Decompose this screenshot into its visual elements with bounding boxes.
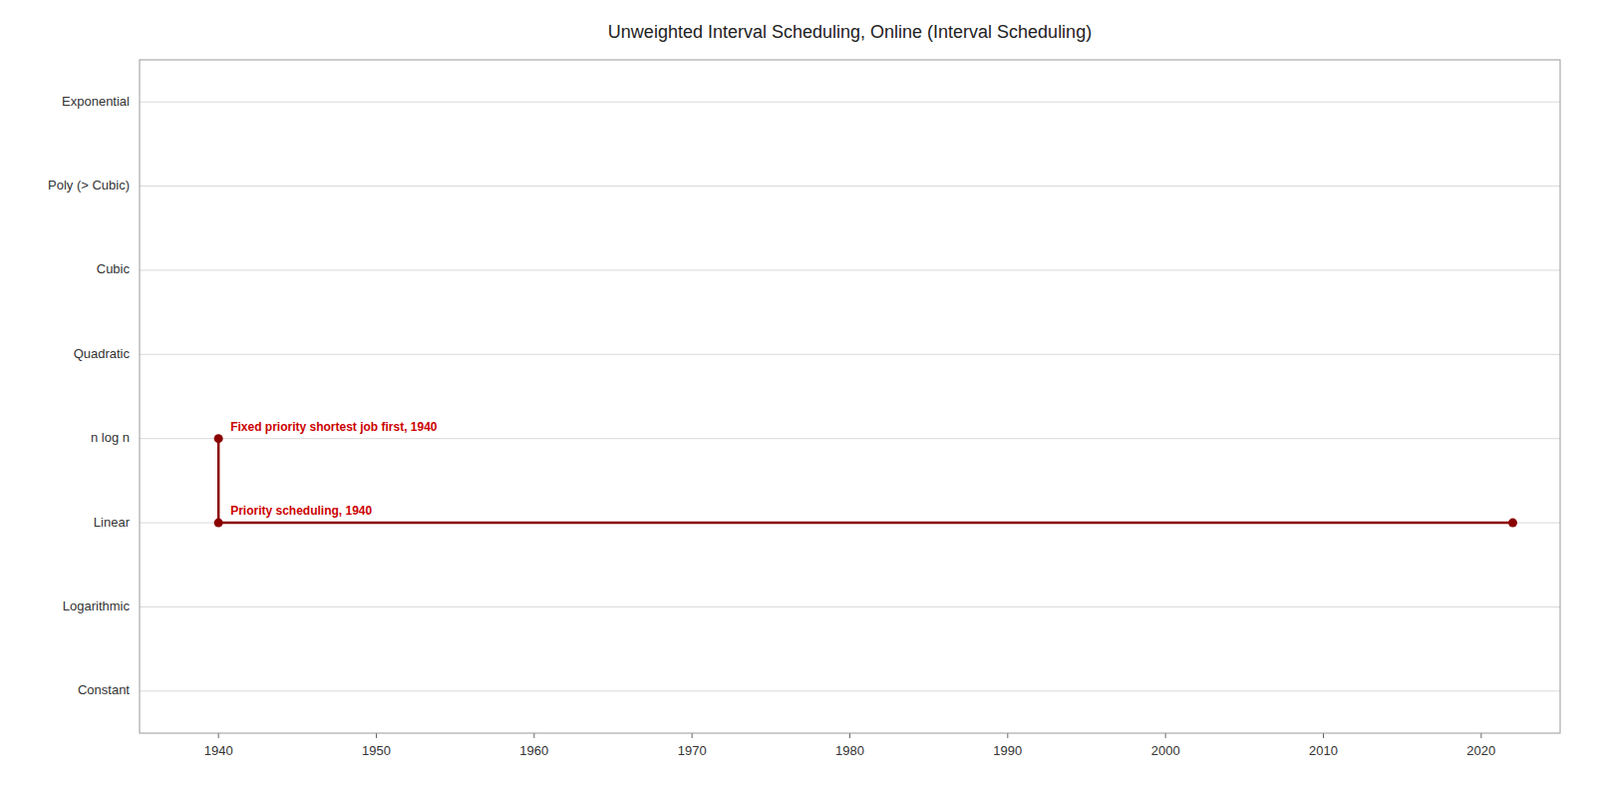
y-grid-line bbox=[139, 185, 1561, 187]
y-grid-line bbox=[139, 101, 1561, 103]
x-tick bbox=[849, 732, 851, 738]
chart-svg: Unweighted Interval Scheduling, Online (… bbox=[0, 0, 1600, 793]
y-tick-label: Linear bbox=[93, 514, 131, 530]
y-grid-line bbox=[139, 606, 1561, 608]
x-tick-label: 2000 bbox=[1151, 742, 1181, 758]
series-marker bbox=[214, 433, 224, 443]
x-tick bbox=[533, 732, 535, 738]
y-tick-label: n log n bbox=[90, 429, 130, 445]
x-tick-label: 1980 bbox=[835, 742, 865, 758]
y-grid-line bbox=[139, 269, 1561, 271]
x-tick-label: 1950 bbox=[361, 742, 391, 758]
series-marker bbox=[214, 518, 224, 528]
x-tick bbox=[691, 732, 693, 738]
x-tick bbox=[1165, 732, 1167, 738]
y-tick-label: Quadratic bbox=[73, 345, 131, 361]
x-tick-label: 1960 bbox=[519, 742, 549, 758]
y-grid-line bbox=[139, 353, 1561, 355]
annotation: Priority scheduling, 1940 bbox=[230, 503, 372, 518]
y-tick-label: Poly (> Cubic) bbox=[47, 177, 130, 193]
y-tick-label: Cubic bbox=[96, 261, 131, 277]
y-tick-label: Logarithmic bbox=[62, 598, 131, 614]
x-tick-label: 1970 bbox=[677, 742, 707, 758]
x-tick bbox=[1480, 732, 1482, 738]
x-tick-label: 2010 bbox=[1308, 742, 1338, 758]
x-tick bbox=[1006, 732, 1008, 738]
plot-frame bbox=[139, 59, 1561, 733]
series-line bbox=[218, 438, 1513, 523]
y-grid-line bbox=[139, 689, 1561, 691]
title: Unweighted Interval Scheduling, Online (… bbox=[608, 21, 1092, 42]
marks bbox=[214, 433, 1518, 527]
x-tick bbox=[1322, 732, 1324, 738]
y-tick-label: Constant bbox=[77, 681, 130, 697]
grid bbox=[139, 101, 1561, 691]
annotation: Fixed priority shortest job first, 1940 bbox=[230, 419, 438, 434]
x-tick-label: 2020 bbox=[1466, 742, 1496, 758]
y-tick-label: Exponential bbox=[61, 93, 130, 109]
x-tick-label: 1940 bbox=[204, 742, 234, 758]
x-tick-label: 1990 bbox=[992, 742, 1022, 758]
chart-container: Unweighted Interval Scheduling, Online (… bbox=[0, 0, 1600, 793]
y-grid-line bbox=[139, 437, 1561, 439]
x-tick bbox=[375, 732, 377, 738]
x-tick bbox=[218, 732, 220, 738]
series-marker bbox=[1508, 518, 1518, 528]
